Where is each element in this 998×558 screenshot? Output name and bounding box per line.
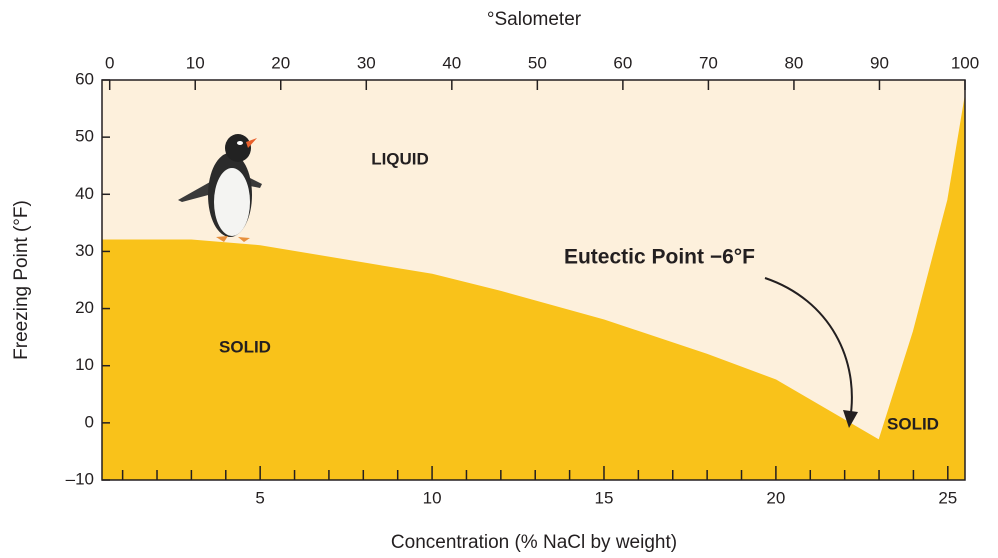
y-tick-label: 0 — [85, 412, 94, 431]
annotation: Eutectic Point −6°F — [564, 246, 755, 269]
annotation: LIQUID — [371, 149, 429, 168]
x-tick-label: 10 — [423, 488, 442, 507]
x2-tick-label: 10 — [186, 53, 205, 72]
x2-tick-label: 100 — [951, 53, 979, 72]
x-axis-title: Concentration (% NaCl by weight) — [391, 532, 677, 553]
y-tick-label: 40 — [75, 184, 94, 203]
x2-tick-label: 30 — [357, 53, 376, 72]
y-axis-title: Freezing Point (°F) — [11, 200, 32, 360]
x2-tick-label: 70 — [699, 53, 718, 72]
top-axis-title: °Salometer — [487, 9, 582, 30]
x2-tick-label: 80 — [784, 53, 803, 72]
x2-tick-label: 40 — [442, 53, 461, 72]
x2-tick-label: 20 — [271, 53, 290, 72]
y-tick-label: 20 — [75, 298, 94, 317]
x-tick-label: 15 — [595, 488, 614, 507]
x2-tick-label: 60 — [613, 53, 632, 72]
x-tick-label: 25 — [938, 488, 957, 507]
y-tick-label: 60 — [75, 69, 94, 88]
x2-tick-label: 50 — [528, 53, 547, 72]
page: °Salometer Concentration (% NaCl by weig… — [0, 0, 998, 558]
x2-tick-label: 0 — [105, 53, 114, 72]
annotation: SOLID — [887, 414, 939, 433]
x-tick-label: 20 — [766, 488, 785, 507]
x2-tick-label: 90 — [870, 53, 889, 72]
y-tick-label: –10 — [66, 469, 94, 488]
y-tick-label: 10 — [75, 355, 94, 374]
x-tick-label: 5 — [255, 488, 264, 507]
y-tick-label: 50 — [75, 127, 94, 146]
chart: °Salometer Concentration (% NaCl by weig… — [0, 0, 998, 558]
y-tick-label: 30 — [75, 241, 94, 260]
annotation: SOLID — [219, 337, 271, 356]
